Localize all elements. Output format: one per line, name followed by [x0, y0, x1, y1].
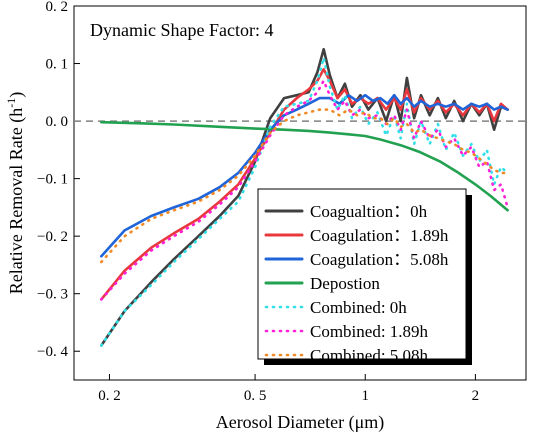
x-tick-label: 0. 2 — [98, 388, 121, 404]
series-2-line — [100, 93, 509, 258]
legend-label-4: Combined: 0h — [310, 298, 407, 317]
x-axis-label: Aerosol Diameter (μm) — [216, 412, 385, 433]
x-tick-label: 2 — [472, 388, 480, 404]
y-axis-label-main: Relative Removal Rate (h — [6, 108, 27, 294]
legend: Coagualtion：0h Coagulation：1.89h Coagulati… — [257, 188, 472, 365]
series-6-line — [100, 108, 509, 264]
y-axis-label-end: ) — [6, 92, 27, 98]
y-tick-label: −0. 1 — [37, 172, 68, 188]
axis-ticks: 0. 2 0. 5 1 2 0. 2 0. 1 0. 0 −0. 1 −0. 2 −0. 3 −0.… — [37, 0, 479, 404]
y-tick-label: −0. 3 — [37, 287, 68, 303]
legend-box — [257, 188, 467, 360]
legend-label-6: Combined: 5.08h — [310, 346, 429, 365]
y-axis-label-sup: -1 — [4, 98, 18, 108]
legend-label-0: Coagualtion：0h — [310, 202, 428, 221]
series-3-line — [100, 120, 509, 212]
x-tick-label: 1 — [361, 388, 369, 404]
legend-label-1: Coagulation：1.89h — [310, 226, 449, 245]
y-tick-label: 0. 0 — [46, 114, 69, 130]
series-1-line — [100, 68, 509, 301]
annotation: Dynamic Shape Factor: 4 — [90, 20, 273, 40]
y-tick-label: 0. 2 — [46, 0, 69, 15]
legend-label-5: Combined: 1.89h — [310, 322, 429, 341]
y-tick-label: −0. 2 — [37, 229, 68, 245]
legend-label-3: Depostion — [310, 274, 380, 293]
legend-label-2: Coagulation：5.08h — [310, 250, 449, 269]
y-axis-label: Relative Removal Rate (h-1) — [4, 92, 27, 294]
series-layer — [100, 47, 509, 347]
y-tick-label: −0. 4 — [37, 344, 68, 360]
x-tick-label: 0. 5 — [244, 388, 267, 404]
y-tick-label: 0. 1 — [46, 57, 69, 73]
